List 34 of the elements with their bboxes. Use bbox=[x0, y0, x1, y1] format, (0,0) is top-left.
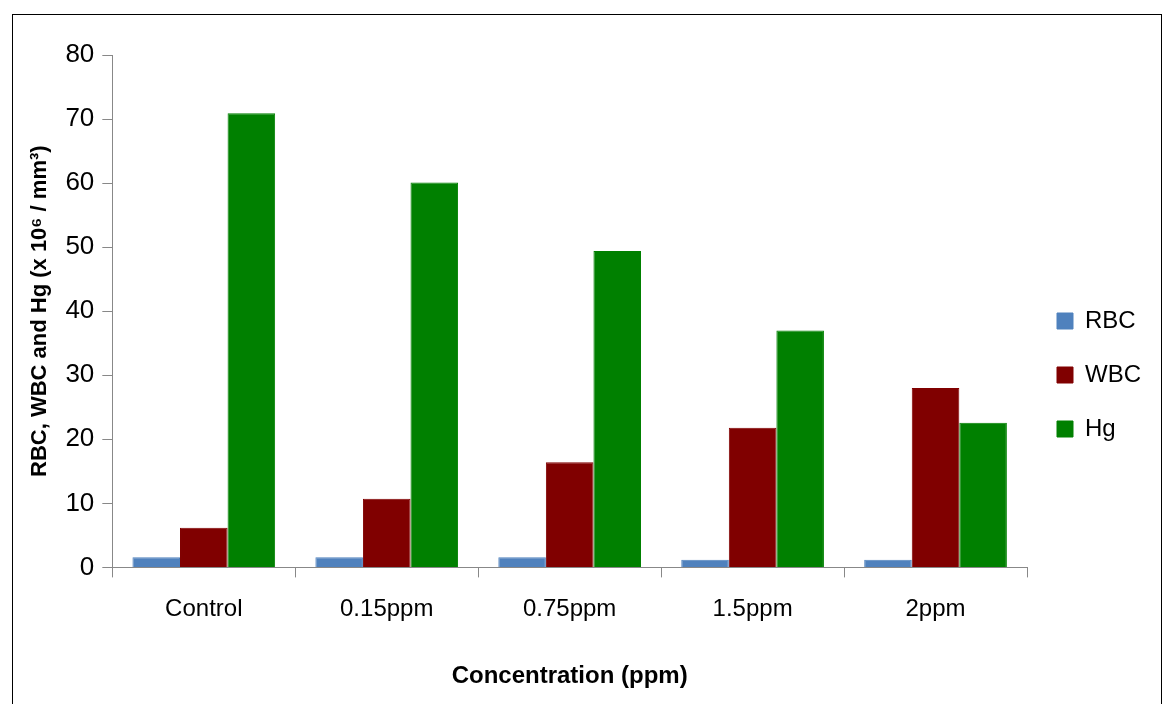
bar bbox=[410, 182, 459, 567]
bar bbox=[362, 498, 411, 567]
bar bbox=[959, 422, 1007, 567]
y-tick-label: 40 bbox=[65, 294, 95, 325]
bar bbox=[545, 462, 594, 567]
bar bbox=[864, 559, 912, 567]
bar bbox=[681, 559, 729, 567]
y-axis-title: RBC, WBC and Hg (x 10⁶ / mm³) bbox=[26, 145, 52, 477]
y-tick-label: 60 bbox=[65, 166, 95, 197]
legend-label: RBC bbox=[1085, 305, 1136, 333]
bar bbox=[315, 557, 363, 567]
x-axis-title: Concentration (ppm) bbox=[451, 661, 688, 689]
y-tick-label: 50 bbox=[65, 230, 95, 261]
x-tick-label: 2ppm bbox=[905, 594, 966, 622]
bar bbox=[911, 388, 960, 567]
y-tick-label: 0 bbox=[79, 550, 95, 581]
y-tick-label: 30 bbox=[65, 358, 95, 389]
bar bbox=[776, 330, 824, 567]
bar bbox=[132, 557, 181, 567]
x-tick-label: 1.5ppm bbox=[712, 594, 793, 622]
bar bbox=[498, 557, 546, 567]
x-tick-label: 0.75ppm bbox=[522, 594, 617, 622]
x-tick-label: Control bbox=[165, 594, 243, 622]
bar bbox=[593, 250, 642, 567]
bar bbox=[728, 427, 777, 567]
legend-label: WBC bbox=[1085, 359, 1142, 387]
y-tick-label: 10 bbox=[65, 486, 95, 517]
y-tick-label: 80 bbox=[65, 38, 95, 69]
bar bbox=[180, 527, 228, 567]
bar bbox=[227, 113, 276, 567]
legend-label: Hg bbox=[1085, 413, 1116, 441]
y-tick-label: 20 bbox=[65, 422, 95, 453]
y-tick-label: 70 bbox=[65, 102, 95, 133]
x-tick-label: 0.15ppm bbox=[340, 594, 434, 622]
